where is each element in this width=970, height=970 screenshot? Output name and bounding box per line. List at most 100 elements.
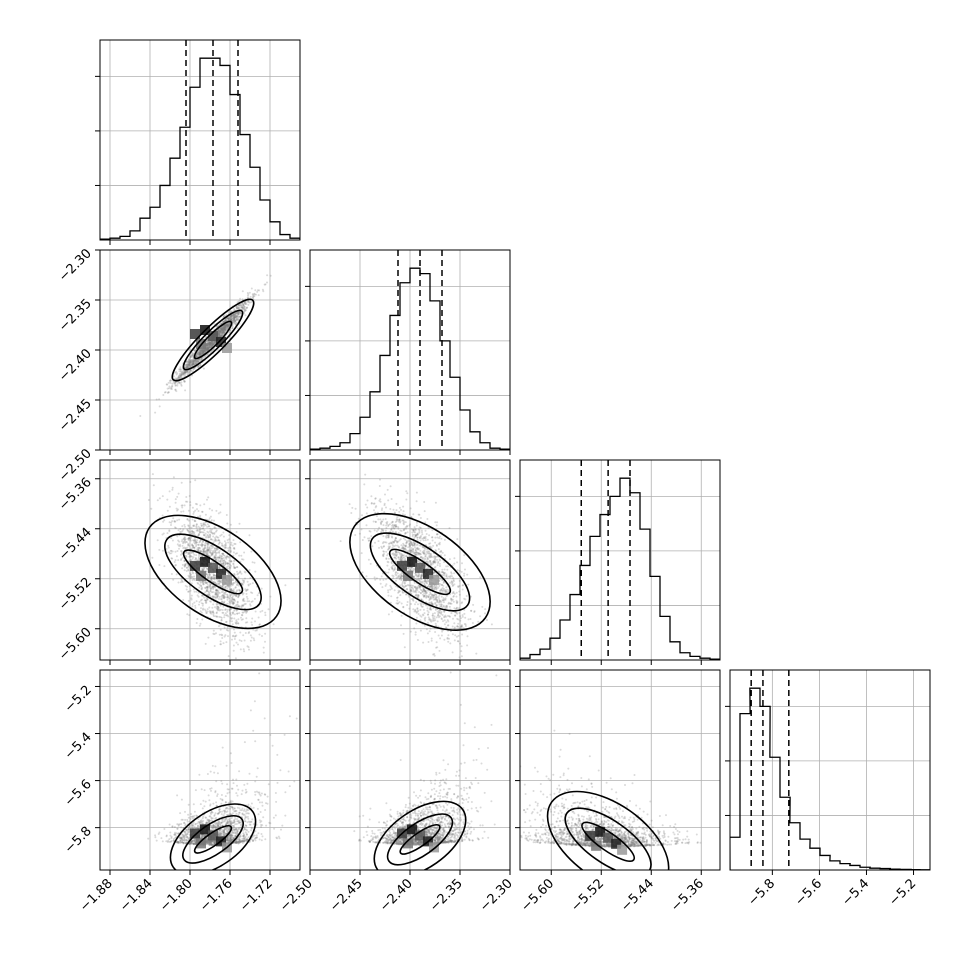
sample-point: [423, 552, 425, 555]
sample-point: [175, 370, 178, 373]
y-tick-label: −2.50: [56, 446, 95, 485]
sample-point: [385, 571, 388, 574]
sample-point: [393, 556, 396, 559]
sample-point: [433, 612, 436, 615]
sample-point: [221, 325, 224, 328]
sample-point: [436, 601, 439, 603]
sample-point: [392, 552, 395, 555]
sample-point: [392, 554, 395, 557]
sample-point: [168, 521, 171, 524]
sample-point: [233, 318, 236, 321]
sample-point: [234, 316, 236, 319]
sample-point: [385, 550, 388, 553]
sample-point: [420, 575, 423, 578]
sample-point: [264, 614, 267, 617]
sample-point: [187, 358, 190, 361]
sample-point: [166, 383, 169, 386]
sample-point: [211, 586, 214, 589]
sample-point: [383, 502, 386, 505]
sample-point: [201, 580, 204, 583]
sample-point: [232, 320, 235, 323]
sample-point: [202, 367, 205, 370]
sample-point: [223, 326, 226, 329]
sample-point: [434, 593, 437, 596]
sample-point: [217, 579, 220, 582]
sample-point: [437, 634, 440, 637]
sample-point: [209, 342, 211, 345]
sample-point: [213, 341, 216, 344]
sample-point: [205, 611, 208, 614]
sample-point: [418, 560, 421, 563]
sample-point: [177, 544, 180, 547]
sample-point: [196, 581, 199, 584]
sample-point: [231, 589, 234, 592]
sample-point: [190, 559, 192, 561]
sample-point: [473, 611, 476, 613]
sample-point: [196, 360, 198, 363]
sample-point: [204, 355, 207, 358]
sample-point: [207, 548, 210, 551]
sample-point: [192, 524, 194, 527]
sample-point: [191, 603, 194, 605]
sample-point: [234, 312, 237, 315]
sample-point: [238, 306, 240, 309]
sample-point: [433, 593, 436, 596]
sample-point: [239, 541, 242, 544]
sample-point: [206, 588, 209, 590]
sample-point: [192, 370, 194, 373]
sample-point: [423, 553, 426, 555]
sample-point: [219, 585, 222, 588]
sample-point: [223, 328, 226, 331]
sample-point: [390, 566, 393, 569]
sample-point: [237, 643, 239, 646]
sample-point: [189, 481, 192, 483]
sample-point: [169, 381, 172, 384]
sample-point: [237, 319, 240, 322]
sample-point: [438, 537, 441, 540]
sample-point: [222, 329, 225, 332]
sample-point: [180, 371, 183, 373]
sample-point: [219, 628, 222, 631]
sample-point: [244, 577, 246, 580]
sample-point: [214, 538, 217, 541]
sample-point: [174, 564, 177, 566]
sample-point: [201, 351, 204, 354]
sample-point: [455, 601, 458, 604]
sample-point: [220, 327, 223, 330]
sample-point: [433, 615, 436, 618]
sample-point: [202, 523, 205, 526]
sample-point: [210, 578, 212, 581]
sample-point: [208, 530, 211, 533]
sample-point: [199, 514, 202, 517]
sample-point: [225, 323, 228, 326]
sample-point: [190, 598, 193, 601]
sample-point: [260, 587, 263, 590]
sample-point: [194, 604, 197, 607]
sample-point: [225, 323, 228, 326]
sample-point: [217, 333, 220, 336]
sample-point: [225, 323, 228, 326]
sample-point: [423, 557, 426, 560]
sample-point: [199, 528, 201, 531]
sample-point: [448, 558, 451, 561]
sample-point: [430, 585, 433, 588]
sample-point: [392, 541, 395, 544]
sample-point: [194, 538, 197, 541]
sample-point: [226, 325, 228, 328]
sample-point: [219, 322, 222, 325]
sample-point: [213, 581, 216, 584]
sample-point: [209, 346, 211, 349]
sample-point: [182, 538, 185, 540]
sample-point: [434, 622, 437, 625]
sample-point: [208, 346, 211, 349]
sample-point: [446, 619, 449, 622]
sample-point: [452, 584, 455, 587]
sample-point: [412, 584, 414, 587]
sample-point: [179, 376, 182, 379]
sample-point: [384, 541, 387, 544]
sample-point: [218, 549, 221, 552]
sample-point: [390, 535, 393, 538]
sample-point: [198, 358, 201, 361]
sample-point: [404, 544, 407, 547]
sample-point: [194, 358, 197, 361]
